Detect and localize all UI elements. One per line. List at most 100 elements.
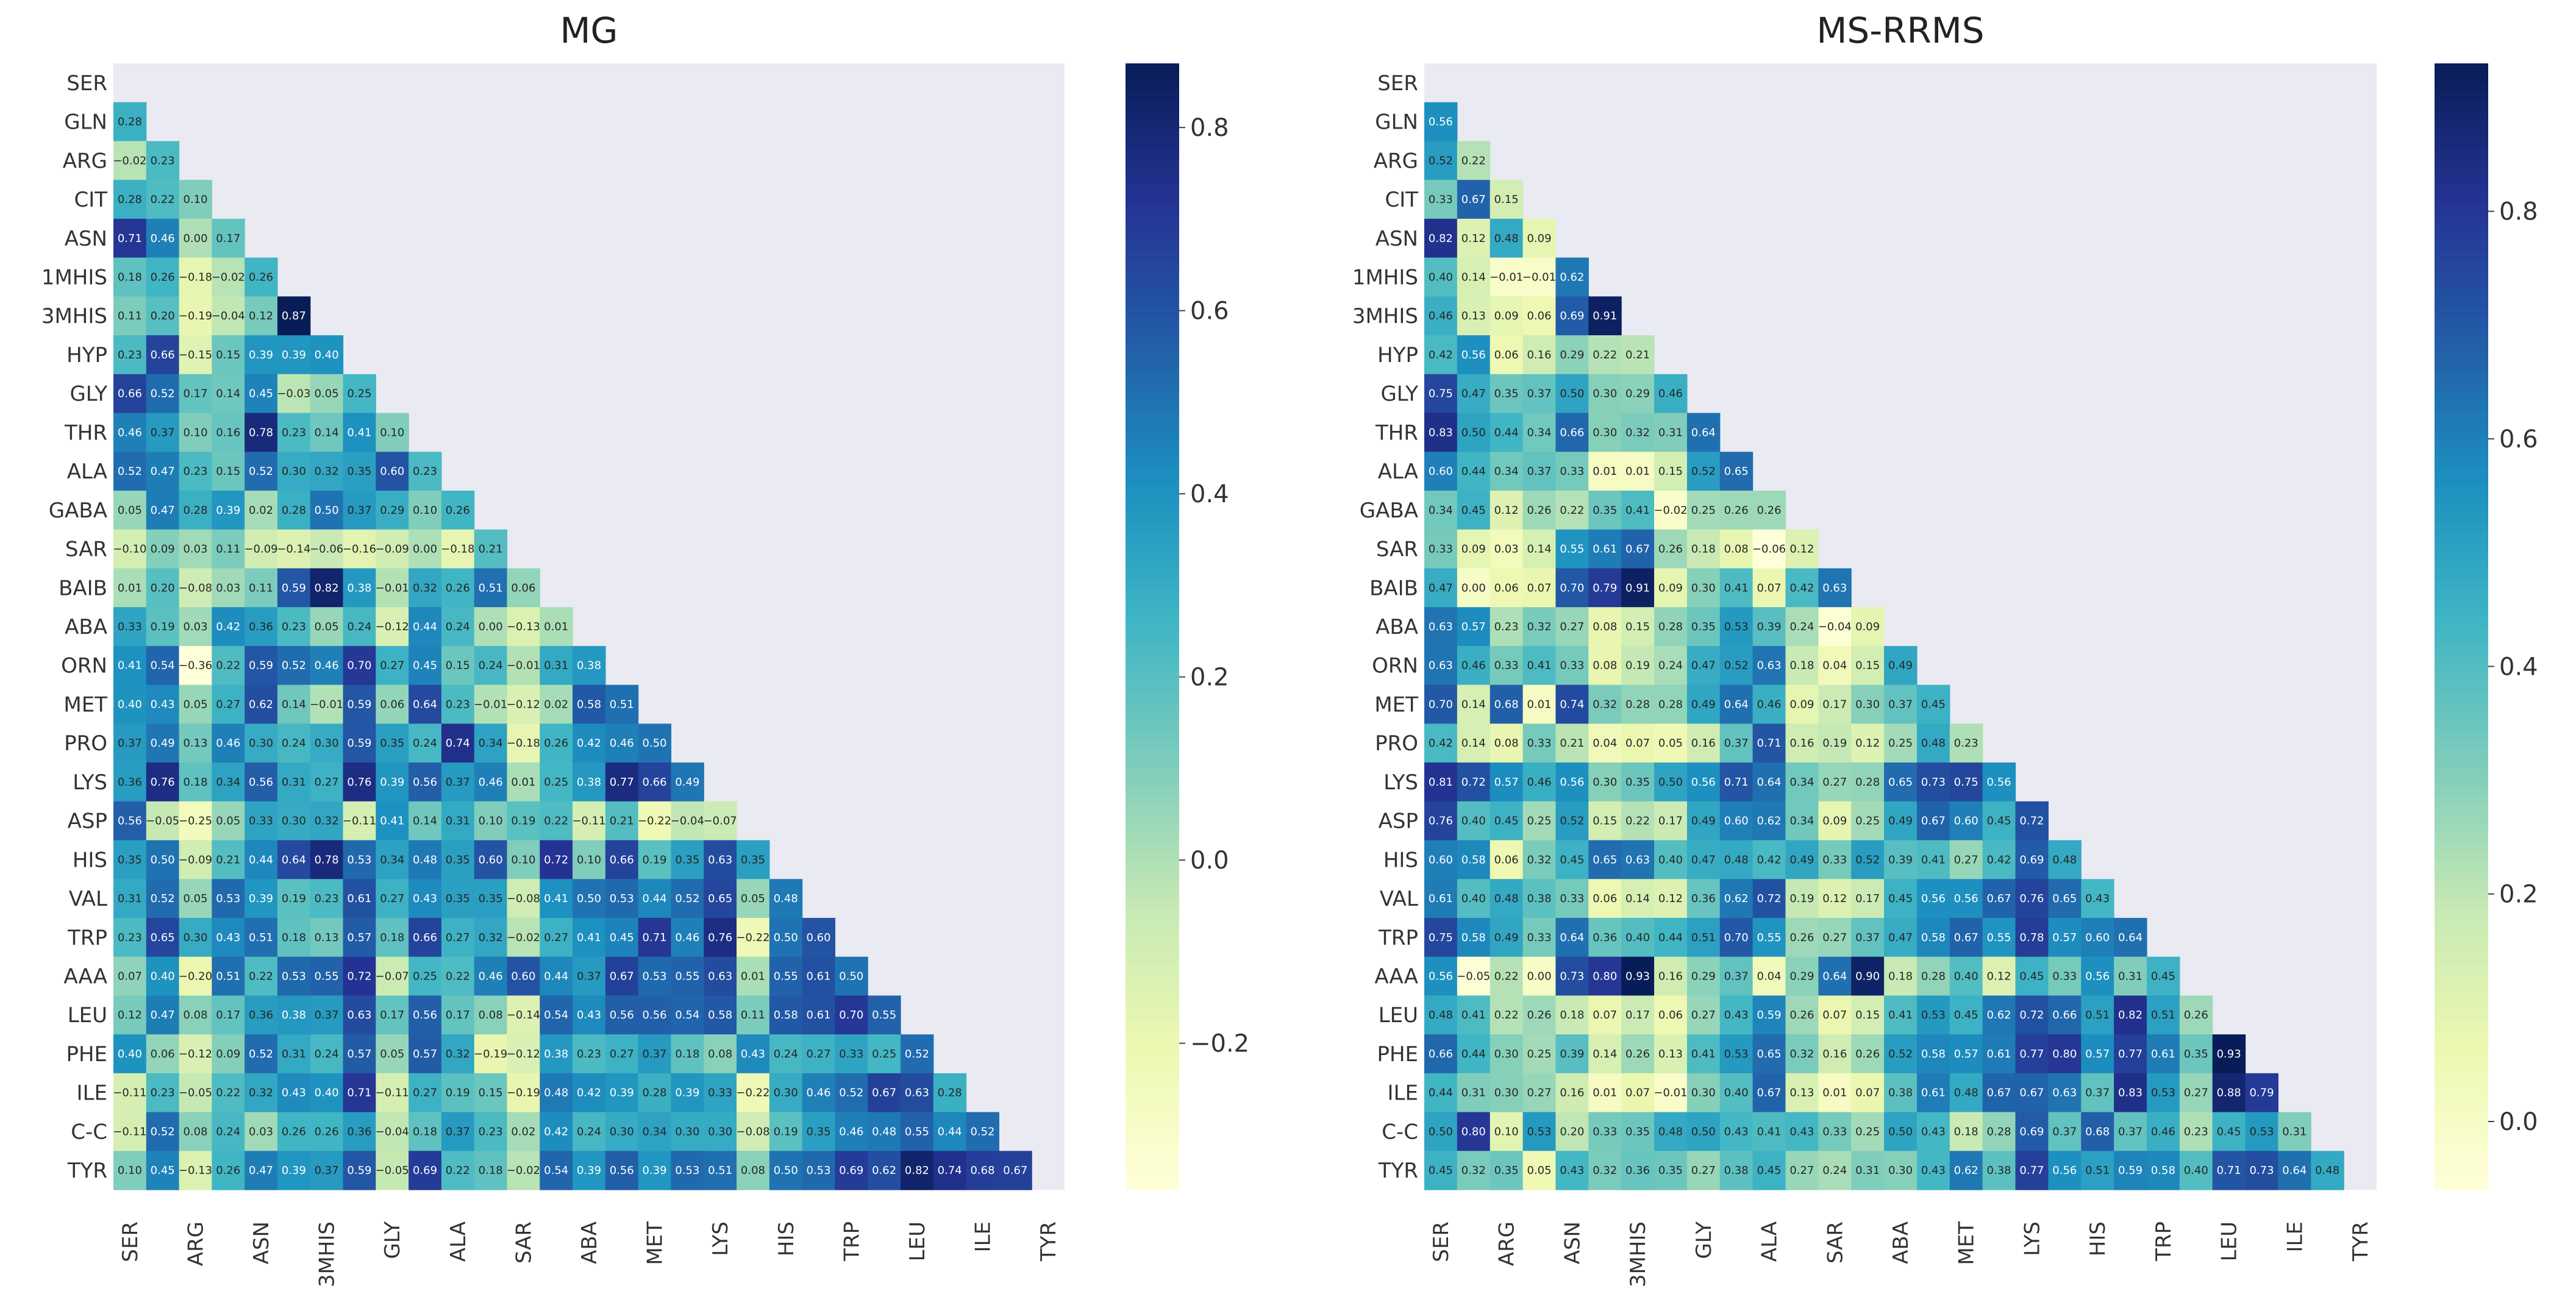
cell-value-label: 0.23: [2184, 1125, 2208, 1138]
heatmap-cell: [1490, 1073, 1524, 1113]
cell-value-label: 0.39: [675, 1087, 699, 1100]
cell-value-label: 0.45: [1954, 1009, 1978, 1022]
cell-value-label: 0.18: [282, 931, 306, 944]
cell-value-label: −0.11: [113, 1087, 146, 1100]
colorbar-segment: [2435, 608, 2488, 618]
cell-value-label: 0.25: [872, 1048, 896, 1061]
heatmap-cell: [244, 568, 278, 608]
cell-value-label: 0.40: [1658, 853, 1683, 866]
colorbar-segment: [1126, 307, 1179, 318]
heatmap-cell: [540, 607, 573, 647]
cell-value-label: −0.09: [376, 543, 409, 556]
heatmap-cell: [310, 335, 344, 375]
heatmap-cell: [409, 1112, 442, 1151]
heatmap-cell: [1457, 374, 1491, 414]
cell-value-label: 0.60: [1429, 853, 1453, 866]
colorbar-segment: [1126, 1152, 1179, 1162]
cell-value-label: 0.33: [1822, 1125, 1847, 1138]
colorbar-segment: [2435, 1143, 2488, 1153]
cell-value-label: 0.52: [249, 465, 273, 478]
cell-value-label: 0.66: [1429, 1048, 1453, 1061]
colorbar-segment: [2435, 851, 2488, 862]
cell-value-label: 0.46: [1461, 659, 1486, 672]
heatmap-cell: [1719, 840, 1754, 880]
heatmap-cell: [441, 723, 475, 763]
cell-value-label: 0.45: [2151, 970, 2175, 983]
cell-value-label: 0.05: [1658, 737, 1683, 750]
cell-value-label: 0.44: [1461, 465, 1486, 478]
cell-value-label: 0.63: [708, 970, 732, 983]
heatmap-cell: [277, 801, 311, 841]
heatmap-cell: [540, 801, 573, 841]
cell-value-label: 0.55: [1757, 931, 1782, 944]
heatmap-cell: [277, 1073, 311, 1113]
cell-value-label: 0.06: [1658, 1009, 1683, 1022]
heatmap-cell: [244, 490, 278, 530]
cell-value-label: 0.26: [1789, 931, 1814, 944]
heatmap-cell: [1457, 1151, 1491, 1190]
colorbar-segment: [1126, 542, 1179, 552]
colorbar-tick-label: 0.0: [1190, 847, 1229, 875]
heatmap-cell: [540, 723, 573, 763]
heatmap-cell: [376, 452, 409, 491]
cell-value-label: 0.69: [413, 1164, 437, 1177]
heatmap-cell: [868, 1151, 901, 1190]
heatmap-cell: [2212, 1112, 2246, 1151]
heatmap-cell: [1621, 607, 1655, 647]
heatmap-cell: [146, 180, 180, 219]
cell-value-label: 0.25: [1855, 815, 1880, 828]
colorbar-segment: [1126, 495, 1179, 505]
colorbar-segment: [1126, 889, 1179, 900]
cell-value-label: 0.61: [1429, 892, 1453, 905]
colorbar-segment: [1126, 767, 1179, 778]
heatmap-cell: [540, 1073, 573, 1113]
cell-value-label: 0.42: [1429, 737, 1453, 750]
heatmap-cell: [638, 879, 672, 919]
cell-value-label: −0.18: [179, 271, 212, 283]
heatmap-cell: [1818, 917, 1852, 958]
heatmap-cell: [1982, 917, 2016, 958]
cell-value-label: 0.37: [151, 426, 175, 439]
heatmap-cell: [343, 452, 376, 491]
heatmap-cell: [113, 995, 147, 1035]
heatmap-cell: [540, 684, 573, 724]
colorbar-segment: [1126, 326, 1179, 336]
cell-value-label: 0.65: [151, 931, 175, 944]
cell-value-label: 0.33: [1527, 737, 1551, 750]
cell-value-label: 0.32: [1625, 426, 1650, 439]
heatmap-cell: [441, 956, 475, 996]
heatmap-cell: [179, 956, 212, 996]
heatmap-cell: [1851, 917, 1885, 958]
heatmap-cell: [1719, 645, 1754, 686]
heatmap-cell: [212, 218, 245, 258]
cell-value-label: 0.17: [1855, 892, 1880, 905]
cell-value-label: 0.71: [1757, 737, 1782, 750]
colorbar-segment: [1126, 119, 1179, 130]
heatmap-cell: [1621, 413, 1655, 452]
heatmap-cell: [277, 490, 311, 530]
heatmap-cell: [1490, 1151, 1524, 1190]
heatmap-cell: [540, 645, 573, 686]
heatmap-cell: [1621, 917, 1655, 958]
cell-value-label: 0.24: [774, 1048, 798, 1061]
cell-value-label: 0.14: [1625, 892, 1650, 905]
cell-value-label: 0.43: [1921, 1125, 1946, 1138]
heatmap-cell: [474, 645, 508, 686]
heatmap-cell: [212, 879, 245, 919]
cell-value-label: 0.48: [544, 1087, 568, 1100]
heatmap-cell: [2212, 1073, 2246, 1113]
heatmap-cell: [2179, 1112, 2213, 1151]
cell-value-label: 0.44: [1429, 1087, 1453, 1100]
cell-value-label: 0.93: [2217, 1048, 2241, 1061]
colorbar-segment: [2435, 110, 2488, 121]
cell-value-label: 0.44: [544, 970, 568, 983]
colorbar-segment: [2435, 795, 2488, 806]
cell-value-label: 0.48: [872, 1125, 896, 1138]
cell-value-label: 0.42: [577, 737, 601, 750]
cell-value-label: 0.19: [643, 853, 667, 866]
heatmap-cell: [244, 529, 278, 569]
heatmap-cell: [1490, 684, 1524, 724]
colorbar-segment: [2435, 1020, 2488, 1031]
cell-value-label: 0.52: [1724, 659, 1749, 672]
cell-value-label: 0.33: [2052, 970, 2077, 983]
